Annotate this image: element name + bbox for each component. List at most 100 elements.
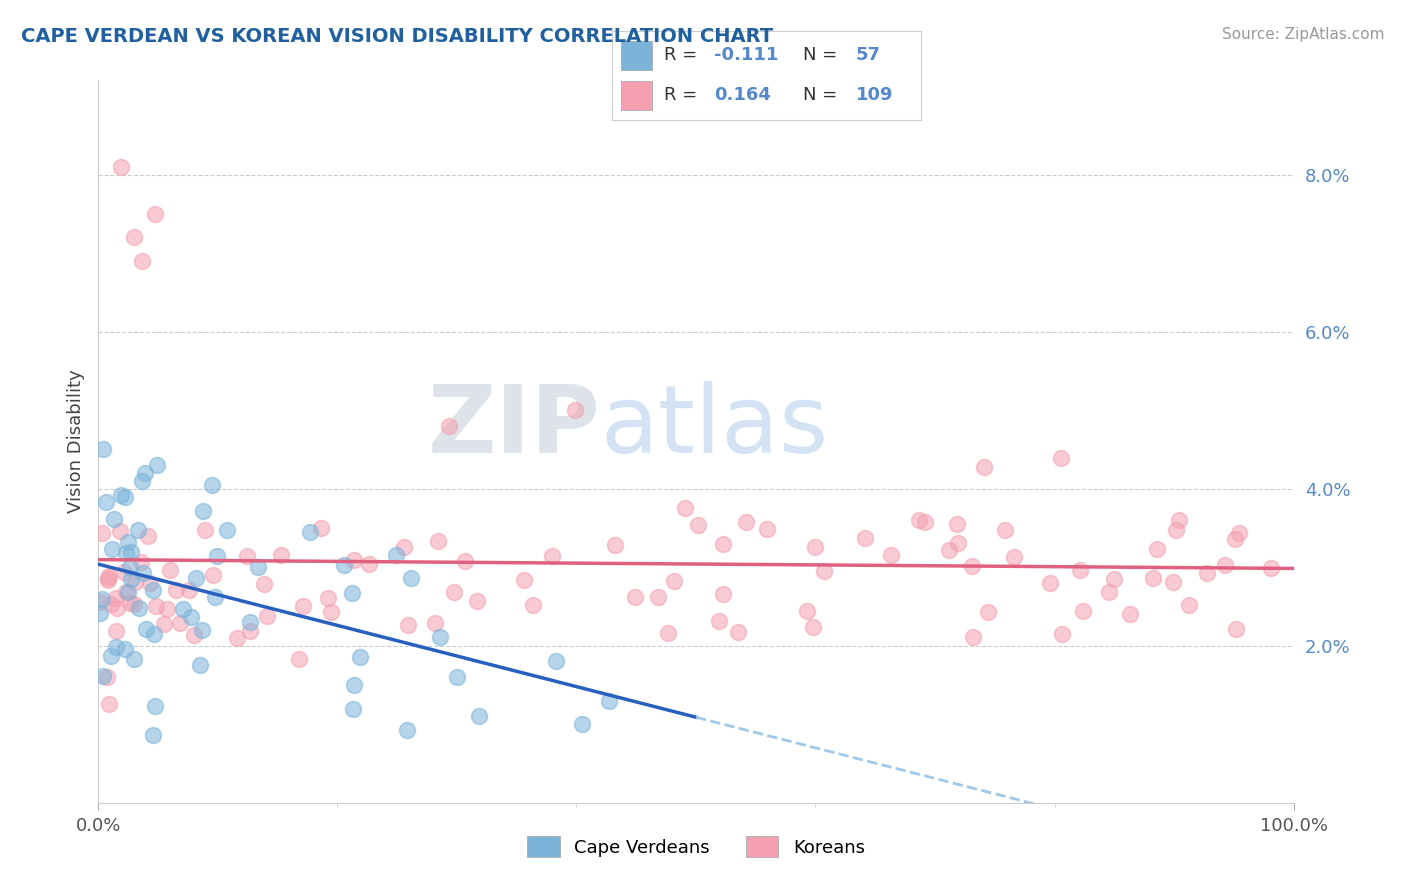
Point [914, 516, 936, 530]
Point [399, 572, 422, 586]
Point [962, 559, 984, 574]
Point [522, 598, 544, 612]
Point [564, 403, 586, 417]
Point [437, 418, 460, 433]
Point [201, 567, 224, 582]
Point [1039, 576, 1062, 591]
Point [1050, 627, 1073, 641]
Text: atlas: atlas [600, 381, 828, 473]
Point [146, 458, 169, 472]
Point [253, 577, 276, 591]
Point [1146, 542, 1168, 557]
Point [546, 655, 568, 669]
Text: CAPE VERDEAN VS KOREAN VISION DISABILITY CORRELATION CHART: CAPE VERDEAN VS KOREAN VISION DISABILITY… [21, 27, 773, 45]
Point [256, 609, 278, 624]
Point [879, 548, 901, 562]
Point [813, 564, 835, 578]
Point [139, 576, 162, 591]
Point [605, 538, 627, 552]
Point [803, 540, 825, 554]
Point [169, 615, 191, 630]
Point [180, 610, 202, 624]
Point [359, 557, 381, 571]
Point [908, 513, 931, 527]
Point [1161, 575, 1184, 590]
Point [127, 523, 149, 537]
Point [104, 624, 127, 639]
Bar [621, 81, 652, 110]
Point [117, 584, 139, 599]
Point [145, 599, 167, 613]
Text: R =: R = [664, 46, 703, 64]
Point [115, 546, 138, 560]
Point [114, 642, 136, 657]
Text: ZIP: ZIP [427, 381, 600, 473]
Point [427, 533, 450, 548]
Point [122, 230, 145, 244]
Point [124, 597, 146, 611]
Point [215, 523, 238, 537]
Text: N =: N = [803, 87, 844, 104]
Point [205, 549, 228, 563]
Point [117, 535, 139, 549]
Point [134, 466, 156, 480]
Point [103, 512, 125, 526]
Point [131, 474, 153, 488]
Point [571, 717, 593, 731]
Point [190, 658, 212, 673]
Point [946, 536, 969, 550]
Text: N =: N = [803, 46, 844, 64]
Point [1177, 598, 1199, 612]
Point [90, 525, 112, 540]
Point [128, 601, 150, 615]
Point [727, 624, 749, 639]
Point [91, 442, 114, 457]
Text: 57: 57 [856, 46, 882, 64]
Point [98, 698, 121, 712]
Point [288, 652, 311, 666]
Point [110, 524, 132, 539]
Point [1164, 524, 1187, 538]
Point [132, 566, 155, 581]
Point [110, 488, 132, 502]
Point [100, 649, 122, 664]
Point [395, 723, 418, 737]
Point [135, 622, 157, 636]
Point [647, 590, 669, 604]
Point [1225, 622, 1247, 636]
Point [1118, 607, 1140, 621]
Point [801, 620, 824, 634]
Point [120, 545, 142, 559]
Point [118, 596, 141, 610]
Point [1071, 604, 1094, 618]
Point [159, 563, 181, 577]
Point [1195, 566, 1218, 580]
Point [131, 253, 153, 268]
Point [343, 553, 366, 567]
Point [513, 574, 536, 588]
Point [342, 701, 364, 715]
Point [236, 549, 259, 563]
Point [333, 558, 356, 573]
Legend: Cape Verdeans, Koreans: Cape Verdeans, Koreans [519, 827, 873, 866]
Point [142, 582, 165, 597]
Point [392, 540, 415, 554]
Point [129, 555, 152, 569]
Point [465, 594, 488, 608]
Point [142, 728, 165, 742]
Point [977, 605, 1000, 619]
Point [124, 652, 146, 666]
Text: -0.111: -0.111 [714, 46, 778, 64]
Point [349, 650, 371, 665]
Point [155, 601, 177, 615]
Point [623, 590, 645, 604]
Point [1049, 450, 1071, 465]
Point [143, 207, 166, 221]
Point [711, 587, 734, 601]
Point [114, 584, 136, 599]
Point [191, 623, 214, 637]
Point [114, 490, 136, 504]
Point [98, 569, 121, 583]
Point [118, 560, 141, 574]
Y-axis label: Vision Disability: Vision Disability [66, 369, 84, 514]
